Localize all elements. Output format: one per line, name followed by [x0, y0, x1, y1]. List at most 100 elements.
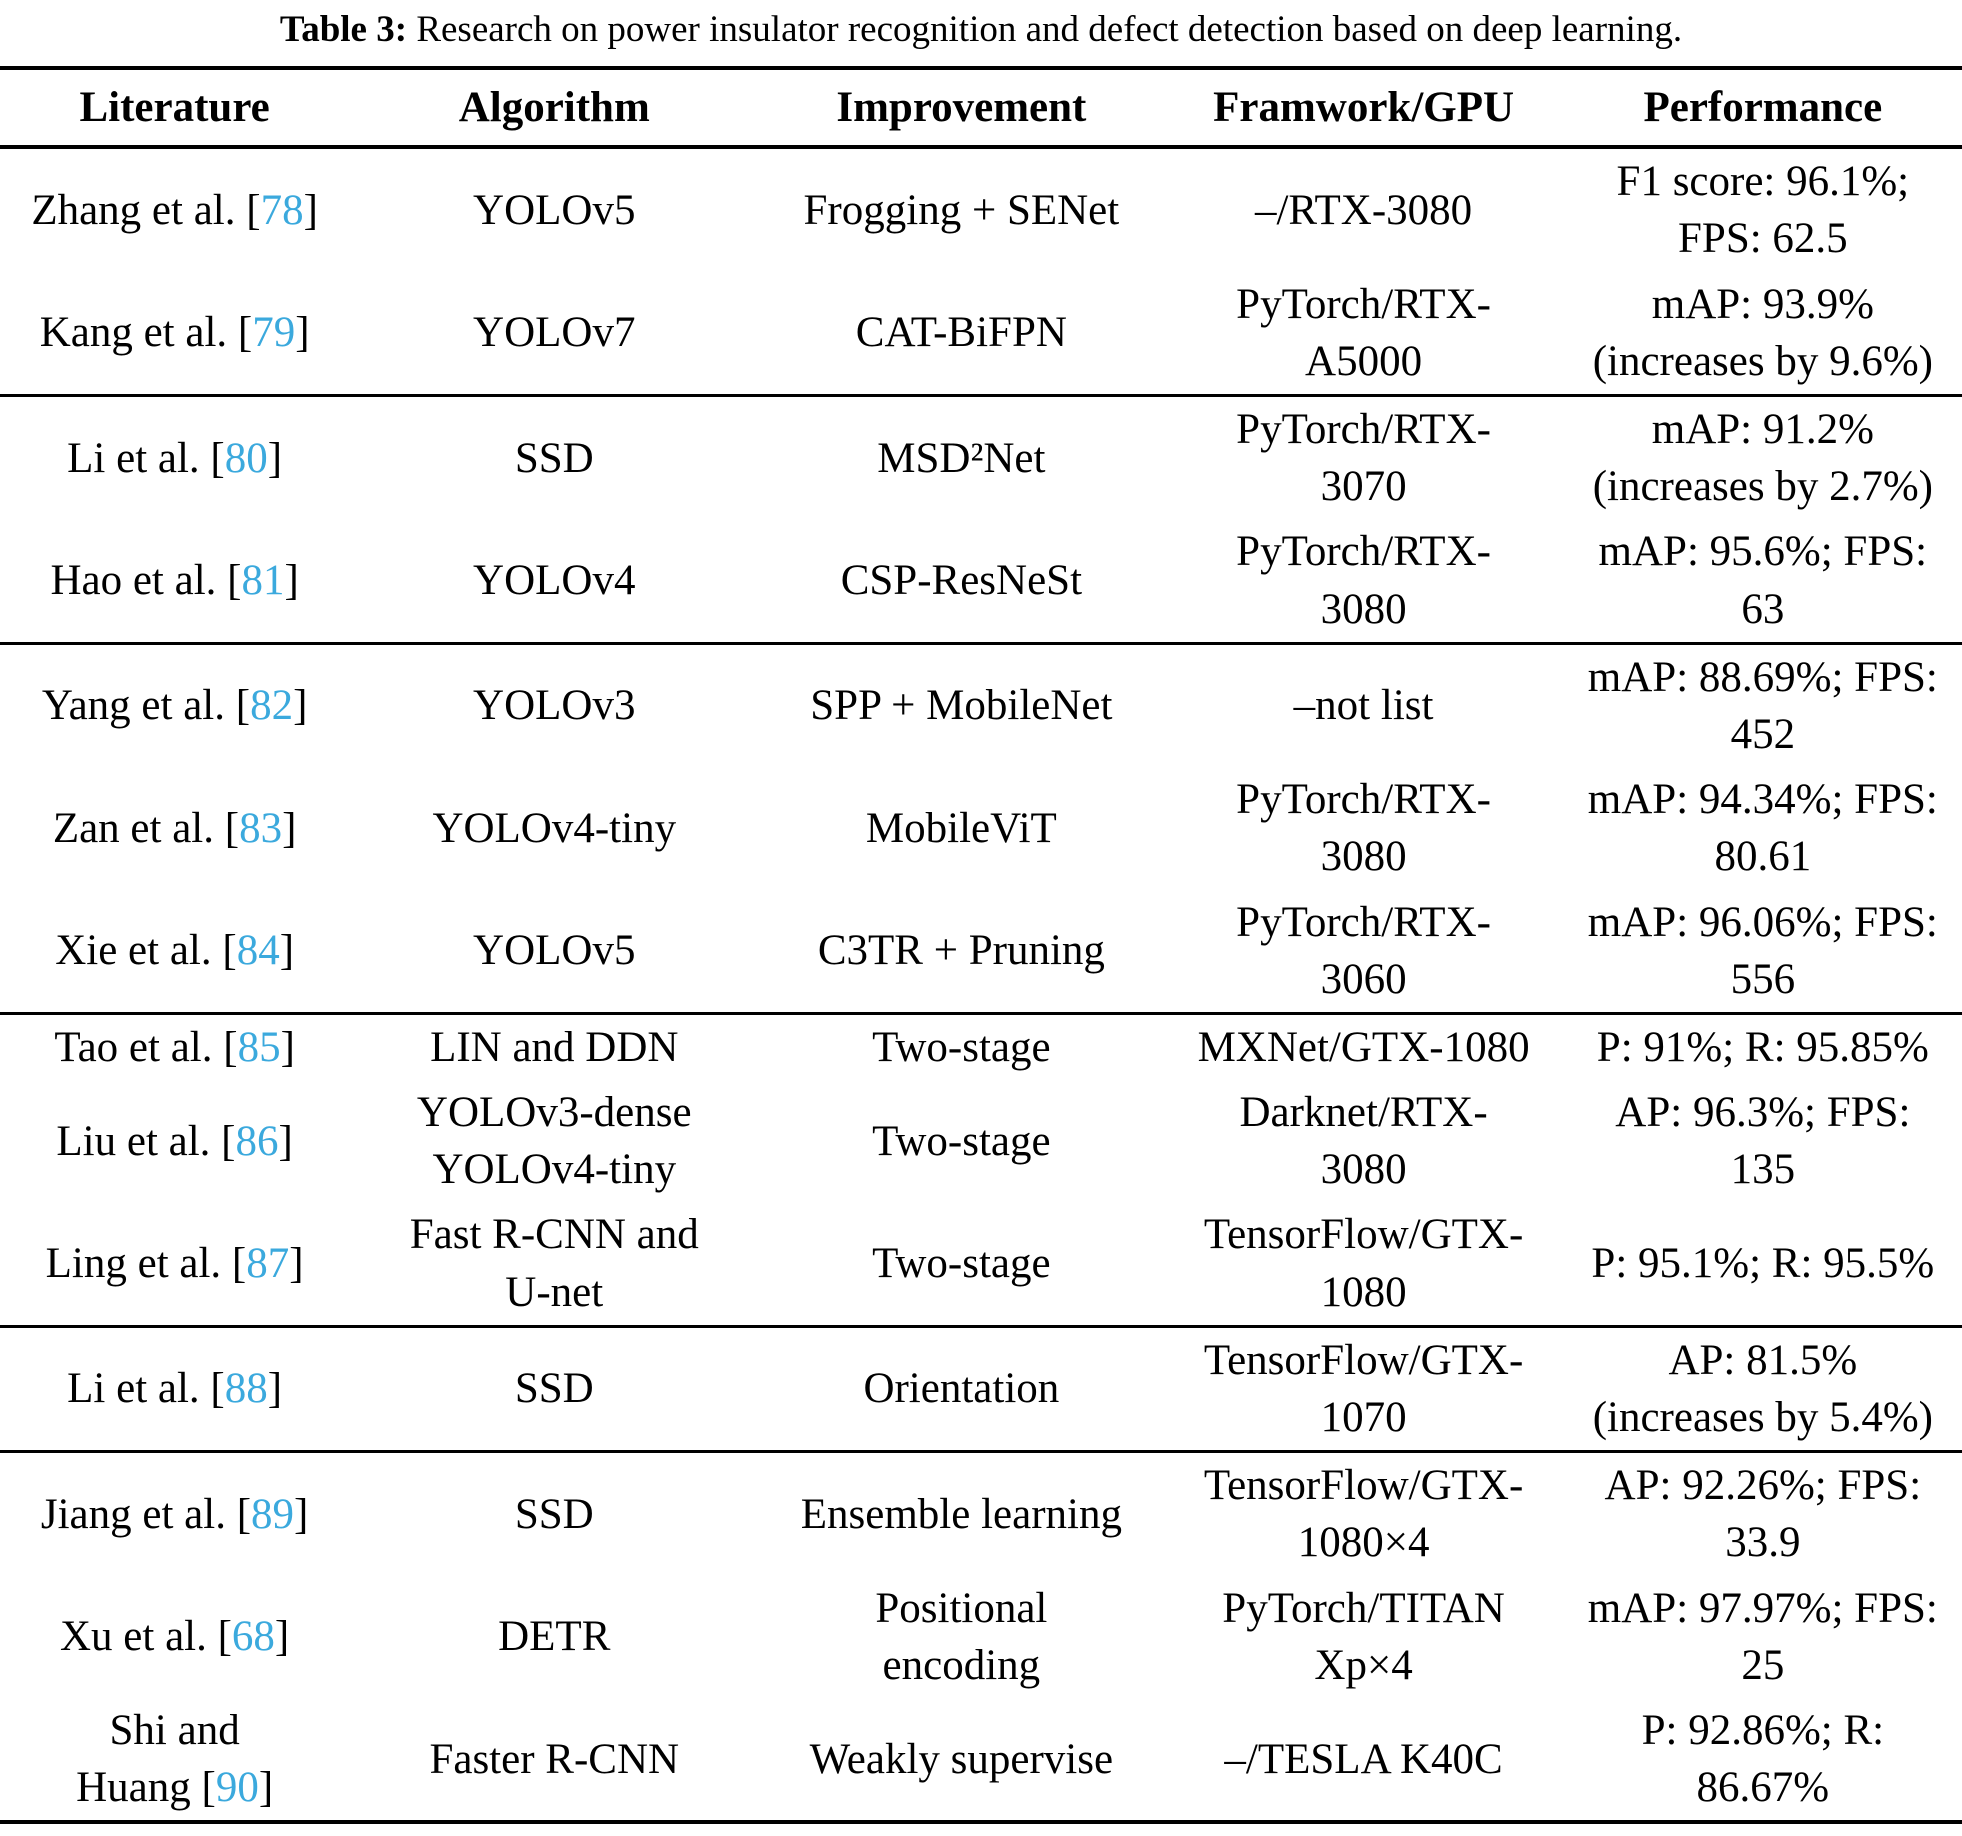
- cell-framework: PyTorch/RTX- 3060: [1236, 898, 1491, 1003]
- bracket-close: ]: [282, 804, 297, 852]
- cell-improvement: Two-stage: [872, 1240, 1051, 1288]
- row-group-5: Li et al. [88] SSD Orientation TensorFlo…: [0, 1326, 1962, 1452]
- cell-improvement: MSD²Net: [877, 434, 1046, 482]
- bracket-close: ]: [295, 309, 310, 357]
- author-text: Liu et al. [: [56, 1117, 236, 1165]
- author-text: Tao et al. [: [54, 1023, 238, 1071]
- citation-ref[interactable]: 78: [260, 186, 304, 234]
- cell-literature: Ling et al. [87]: [0, 1202, 349, 1326]
- bracket-close: ]: [280, 1023, 295, 1071]
- bracket-close: ]: [303, 186, 318, 234]
- col-header-improvement: Improvement: [836, 84, 1087, 132]
- cell-performance: P: 92.86%; R: 86.67%: [1641, 1706, 1885, 1812]
- cell-performance: mAP: 93.9% (increases by 9.6%): [1592, 280, 1933, 385]
- cell-performance: mAP: 97.97%; FPS: 25: [1587, 1584, 1938, 1689]
- citation-ref[interactable]: 90: [215, 1764, 259, 1812]
- cell-framework: TensorFlow/GTX- 1070: [1203, 1336, 1524, 1442]
- author-text: Zhang et al. [: [31, 186, 261, 234]
- table-row: Tao et al. [85] LIN and DDN Two-stage MX…: [0, 1013, 1962, 1080]
- cell-framework: –not list: [1293, 682, 1434, 730]
- citation-ref[interactable]: 86: [235, 1117, 279, 1165]
- cell-performance: mAP: 91.2% (increases by 2.7%): [1592, 406, 1933, 511]
- bracket-close: ]: [279, 927, 295, 975]
- bracket-close: ]: [267, 1365, 283, 1413]
- table-row: Li et al. [80] SSD MSD²Net PyTorch/RTX- …: [0, 396, 1962, 520]
- author-text: Yang et al. [: [41, 682, 251, 730]
- cell-algorithm: SSD: [514, 1490, 594, 1538]
- cell-literature: Shi and Huang [90]: [0, 1698, 349, 1822]
- cell-improvement: MobileViT: [865, 804, 1057, 852]
- cell-algorithm: Fast R-CNN and U-net: [409, 1211, 699, 1316]
- row-group-4: Tao et al. [85] LIN and DDN Two-stage MX…: [0, 1013, 1962, 1327]
- table-caption: Table 3: Research on power insulator rec…: [0, 6, 1962, 54]
- cell-performance: AP: 81.5% (increases by 5.4%): [1592, 1336, 1933, 1442]
- cell-framework: TensorFlow/GTX- 1080: [1203, 1211, 1524, 1316]
- citation-ref[interactable]: 84: [236, 927, 280, 975]
- cell-improvement: Two-stage: [872, 1117, 1051, 1165]
- citation-ref[interactable]: 82: [250, 682, 294, 730]
- cell-literature: Tao et al. [85]: [0, 1013, 349, 1080]
- cell-literature: Xie et al. [84]: [0, 890, 349, 1014]
- citation-ref[interactable]: 68: [231, 1613, 275, 1661]
- cell-literature: Kang et al. [79]: [0, 272, 349, 396]
- cell-improvement: Positional encoding: [875, 1584, 1048, 1689]
- cell-framework: MXNet/GTX-1080: [1197, 1023, 1530, 1071]
- author-text: Li et al. [: [67, 434, 225, 482]
- cell-algorithm: SSD: [514, 1365, 594, 1413]
- cell-algorithm: YOLOv4-tiny: [432, 804, 677, 852]
- author-text: Hao et al. [: [50, 557, 242, 604]
- row-group-1: Zhang et al. [78] YOLOv5 Frogging + SENe…: [0, 147, 1962, 396]
- citation-ref[interactable]: 89: [251, 1490, 295, 1538]
- cell-literature: Zan et al. [83]: [0, 767, 349, 889]
- bracket-close: ]: [284, 557, 299, 604]
- author-text: Kang et al. [: [39, 309, 253, 357]
- bracket-close: ]: [289, 1240, 304, 1288]
- table-row: Jiang et al. [89] SSD Ensemble learning …: [0, 1452, 1962, 1576]
- bracket-close: ]: [293, 682, 308, 730]
- cell-framework: PyTorch/TITAN Xp×4: [1222, 1584, 1505, 1689]
- cell-framework: PyTorch/RTX- 3080: [1236, 776, 1491, 881]
- author-text: Shi and Huang [: [76, 1706, 240, 1812]
- cell-performance: AP: 92.26%; FPS: 33.9: [1604, 1462, 1922, 1567]
- cell-performance: mAP: 88.69%; FPS: 452: [1587, 653, 1938, 758]
- cell-framework: TensorFlow/GTX- 1080×4: [1203, 1462, 1524, 1567]
- citation-ref[interactable]: 85: [237, 1023, 281, 1071]
- col-header-literature: Literature: [79, 84, 270, 132]
- cell-algorithm: Faster R-CNN: [429, 1735, 680, 1783]
- bracket-close: ]: [294, 1490, 309, 1538]
- citation-ref[interactable]: 87: [246, 1240, 290, 1288]
- cell-algorithm: YOLOv3: [473, 682, 636, 730]
- table-row: Zan et al. [83] YOLOv4-tiny MobileViT Py…: [0, 767, 1962, 889]
- cell-literature: Liu et al. [86]: [0, 1080, 349, 1202]
- cell-improvement: CAT-BiFPN: [855, 309, 1067, 357]
- table-header: Literature Algorithm Improvement Framwor…: [0, 68, 1962, 148]
- cell-algorithm: YOLOv5: [473, 186, 636, 234]
- cell-literature: Jiang et al. [89]: [0, 1452, 349, 1576]
- citation-ref[interactable]: 81: [241, 557, 285, 604]
- cell-algorithm: YOLOv3-dense YOLOv4-tiny: [416, 1089, 692, 1194]
- cell-performance: F1 score: 96.1%; FPS: 62.5: [1616, 158, 1910, 263]
- table-row: Li et al. [88] SSD Orientation TensorFlo…: [0, 1326, 1962, 1451]
- cell-improvement: Orientation: [863, 1365, 1060, 1413]
- col-header-framework-gpu: Framwork/GPU: [1213, 84, 1515, 132]
- citation-ref[interactable]: 79: [252, 309, 296, 357]
- citation-ref[interactable]: 88: [224, 1365, 268, 1413]
- cell-literature: Zhang et al. [78]: [0, 147, 349, 271]
- bracket-close: ]: [274, 1613, 290, 1661]
- table-row: Shi and Huang [90] Faster R-CNN Weakly s…: [0, 1698, 1962, 1822]
- citation-ref[interactable]: 83: [239, 804, 283, 852]
- table-row: Hao et al. [81] YOLOv4 CSP-ResNeSt PyTor…: [0, 519, 1962, 643]
- bracket-close: ]: [278, 1117, 293, 1165]
- cell-algorithm: SSD: [514, 434, 594, 482]
- citation-ref[interactable]: 80: [224, 434, 268, 482]
- cell-framework: Darknet/RTX- 3080: [1239, 1089, 1488, 1194]
- cell-performance: P: 91%; R: 95.85%: [1596, 1023, 1929, 1071]
- cell-algorithm: YOLOv5: [473, 927, 636, 975]
- col-header-algorithm: Algorithm: [458, 84, 650, 132]
- header-row: Literature Algorithm Improvement Framwor…: [0, 68, 1962, 147]
- table-row: Xu et al. [68] DETR Positional encoding …: [0, 1576, 1962, 1698]
- table-row: Liu et al. [86] YOLOv3-dense YOLOv4-tiny…: [0, 1080, 1962, 1202]
- bracket-close: ]: [267, 434, 283, 482]
- cell-improvement: Ensemble learning: [800, 1490, 1122, 1538]
